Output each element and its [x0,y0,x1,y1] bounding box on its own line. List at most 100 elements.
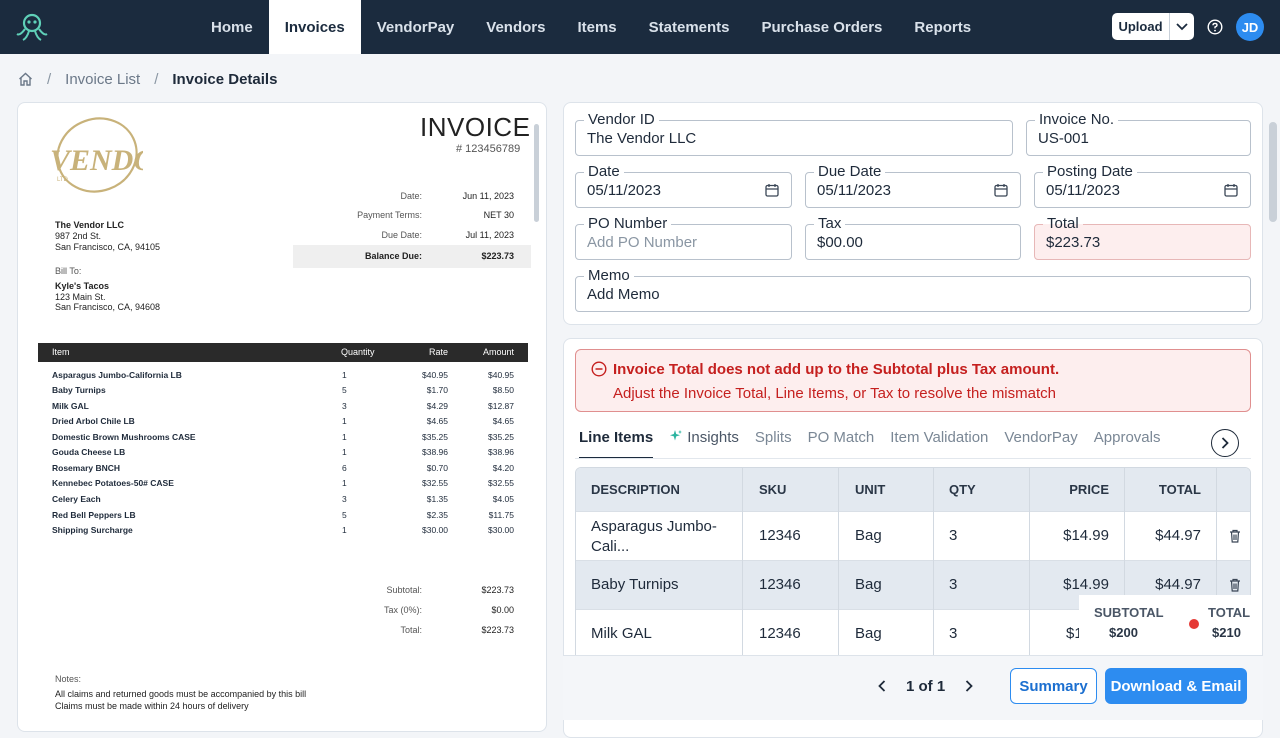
tab-splits[interactable]: Splits [754,429,792,446]
calendar-icon[interactable] [1224,183,1238,197]
row-description-line1: Asparagus Jumbo- [591,518,717,535]
octopus-logo-icon[interactable] [16,12,48,42]
doc-line-qty: 6 [342,463,347,473]
doc-line-item: Baby Turnips [52,385,106,395]
calendar-icon[interactable] [994,183,1008,197]
doc-tax-label: Tax (0%): [383,605,422,615]
row-unit[interactable]: Bag [855,527,882,544]
total-label: TOTAL [1208,605,1251,620]
upload-dropdown-toggle[interactable] [1170,13,1194,40]
form-scrollbar[interactable] [1269,122,1277,222]
bill-to-label: Bill To: [55,266,82,276]
doc-line-row: Kennebec Potatoes-50# CASE 1 $32.55 $32.55 [38,478,528,492]
row-qty[interactable]: 3 [949,576,958,593]
row-total[interactable]: $44.97 [1155,527,1201,544]
table-row[interactable]: Milk GAL 12346 Bag 3 $1 [576,609,1250,658]
trash-icon[interactable] [1229,529,1241,543]
chevron-left-icon[interactable] [878,680,886,692]
tab-po-match[interactable]: PO Match [807,429,875,446]
tax-field[interactable]: Tax $00.00 [805,215,1021,260]
tab-approvals[interactable]: Approvals [1093,429,1161,446]
doc-subtotal-value: $223.73 [481,585,514,595]
row-total[interactable]: $44.97 [1155,576,1201,593]
doc-line-amount: $40.95 [488,370,514,380]
doc-line-amount: $4.05 [492,494,514,504]
tab-insights[interactable]: Insights [669,429,739,459]
row-description[interactable]: Asparagus Jumbo- Cali... [591,517,717,557]
totals-summary-popover: SUBTOTAL $200 TOTAL $210 [1079,595,1251,655]
calendar-icon[interactable] [765,183,779,197]
memo-label: Memo [584,267,634,285]
row-price[interactable]: $14.99 [1063,576,1109,593]
table-row[interactable]: Asparagus Jumbo- Cali... 12346 Bag 3 $14.… [576,511,1250,560]
tab-vendorpay[interactable]: VendorPay [1004,429,1078,446]
doc-line-amount: $30.00 [488,525,514,535]
row-sku[interactable]: 12346 [759,576,801,593]
grid-col-qty[interactable]: QTY [949,482,976,497]
nav-statements[interactable]: Statements [648,18,730,36]
help-icon[interactable] [1207,19,1223,35]
nav-invoices[interactable]: Invoices [268,0,361,54]
doc-line-rate: $30.00 [422,525,448,535]
breadcrumb-invoice-list[interactable]: Invoice List [65,70,141,88]
nav-items[interactable]: Items [577,18,617,36]
grid-col-divider [838,468,839,666]
tab-line-items[interactable]: Line Items [579,429,654,459]
doc-line-qty: 1 [342,447,347,457]
row-sku[interactable]: 12346 [759,625,801,642]
chevron-right-icon[interactable] [965,680,973,692]
trash-icon[interactable] [1229,578,1241,592]
invoice-no-field[interactable]: Invoice No. US-001 [1026,111,1251,156]
nav-vendors[interactable]: Vendors [486,18,546,36]
date-label: Date: [400,191,422,201]
doc-line-rate: $38.96 [422,447,448,457]
row-description[interactable]: Milk GAL [591,625,652,642]
doc-line-rate: $40.95 [422,370,448,380]
row-qty[interactable]: 3 [949,527,958,544]
row-description[interactable]: Baby Turnips [591,576,679,593]
row-unit[interactable]: Bag [855,625,882,642]
nav-purchase-orders[interactable]: Purchase Orders [761,18,883,36]
nav-reports[interactable]: Reports [914,18,972,36]
total-field[interactable]: Total $223.73 [1034,215,1251,260]
download-email-button[interactable]: Download & Email [1105,668,1247,704]
home-icon[interactable] [18,72,33,86]
doc-line-item: Gouda Cheese LB [52,447,126,457]
row-price[interactable]: $1 [1066,625,1083,642]
memo-field[interactable]: Memo Add Memo [575,267,1251,312]
doc-line-row: Asparagus Jumbo-California LB 1 $40.95 $40.… [38,370,528,384]
summary-button[interactable]: Summary [1010,668,1097,704]
date-field[interactable]: Date 05/11/2023 [575,163,792,208]
row-sku[interactable]: 12346 [759,527,801,544]
doc-line-amount: $38.96 [488,447,514,457]
row-unit[interactable]: Bag [855,576,882,593]
grid-col-description[interactable]: DESCRIPTION [591,482,680,497]
row-price[interactable]: $14.99 [1063,527,1109,544]
grid-col-total[interactable]: TOTAL [1158,482,1201,497]
grid-col-sku[interactable]: SKU [759,482,787,497]
tab-item-validation[interactable]: Item Validation [890,429,989,446]
tabs-next-button[interactable] [1211,429,1239,457]
due-date-field[interactable]: Due Date 05/11/2023 [805,163,1021,208]
user-avatar[interactable]: JD [1236,13,1264,41]
doc-total-value: $223.73 [481,625,514,635]
grid-col-price[interactable]: PRICE [1069,482,1109,497]
vendor-id-field[interactable]: Vendor ID The Vendor LLC [575,111,1013,156]
terms-label: Payment Terms: [357,210,422,220]
nav-home[interactable]: Home [211,18,253,36]
doc-line-row: Gouda Cheese LB 1 $38.96 $38.96 [38,447,528,461]
po-number-field[interactable]: PO Number Add PO Number [575,215,792,260]
bill-to-address-line1: 123 Main St. [55,292,106,302]
col-item: Item [52,347,70,357]
document-scrollbar[interactable] [534,124,539,222]
mismatch-alert: Invoice Total does not add up to the Sub… [575,349,1251,412]
posting-date-field[interactable]: Posting Date 05/11/2023 [1034,163,1251,208]
doc-line-rate: $2.35 [426,510,448,520]
row-qty[interactable]: 3 [949,625,958,642]
grid-col-unit[interactable]: UNIT [855,482,886,497]
nav-vendorpay[interactable]: VendorPay [376,18,455,36]
doc-line-row: Red Bell Peppers LB 5 $2.35 $11.75 [38,510,528,524]
sparkle-icon [670,430,683,441]
upload-button[interactable]: Upload [1112,13,1170,40]
doc-line-item: Shipping Surcharge [52,525,133,535]
